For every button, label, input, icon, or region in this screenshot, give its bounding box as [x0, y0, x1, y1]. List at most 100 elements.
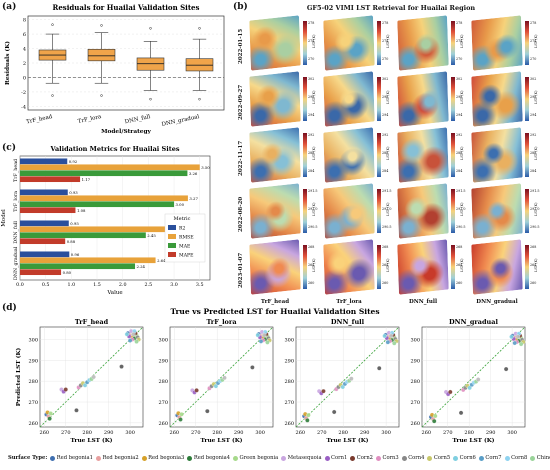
legend-marker [95, 455, 101, 461]
colorbar-tick-label: 268 [382, 245, 389, 249]
legend-swatch [168, 234, 176, 239]
outlier-point [100, 24, 103, 27]
metric-bar [20, 263, 136, 270]
scatter-point [91, 374, 96, 380]
bar-value-label: 3.26 [189, 171, 198, 176]
colorbar-tick-label: 284 [308, 169, 315, 173]
x-tick-label: 270 [317, 430, 327, 436]
scatter-point [448, 389, 453, 395]
colorbar-tick-label: 284 [530, 169, 537, 173]
scatter-point [512, 340, 517, 346]
scatter-point [385, 339, 391, 345]
colorbar-tick-label: 291.5 [456, 189, 466, 193]
x-axis-label: Value [106, 290, 122, 296]
legend-swatch [168, 252, 176, 257]
x-axis-label: True LST (K) [327, 437, 369, 444]
scatter-point [503, 366, 509, 372]
y-tick-label: TrF_lora [13, 191, 19, 212]
legend-marker [187, 455, 193, 461]
colorbar [451, 77, 455, 121]
scatter-point [306, 412, 311, 418]
x-axis-label: True LST (K) [453, 437, 495, 444]
lst-map-tile [471, 127, 523, 183]
lst-map-tile [249, 183, 301, 239]
colorbar-tick-label: 291.0 [456, 207, 466, 211]
colorbar-tick-label: 294 [456, 113, 463, 117]
colorbar-tick-label: 274 [308, 39, 315, 43]
colorbar-tick-label: 302 [456, 77, 463, 81]
box [87, 48, 116, 62]
metric-bar [20, 226, 170, 233]
colorbar-label: LST (K) [312, 146, 316, 160]
surface-type-legend-item: Red begonia3 [141, 455, 184, 461]
y-tick-label: 260 [28, 421, 38, 427]
colorbar-label: LST (K) [386, 146, 390, 160]
x-tick-label: 260 [422, 430, 432, 436]
colorbar-tick-label: 260 [382, 281, 389, 285]
y-tick-label: -4 [21, 104, 26, 110]
scatter-title: True vs Predicted LST for Huailai Valida… [170, 307, 379, 316]
x-tick-label: 270 [443, 430, 453, 436]
colorbar-tick-label: 274 [382, 39, 389, 43]
legend-label: Metasequoia [287, 455, 322, 461]
map-column-label: DNN_gradual [476, 299, 518, 305]
colorbar [377, 77, 381, 121]
colorbar-tick-label: 291.5 [308, 189, 318, 193]
colorbar-tick-label: 298 [308, 95, 315, 99]
scatter-point [213, 383, 219, 389]
x-tick-label: TrF_head [26, 114, 54, 125]
surface-type-legend-item: Red begonia4 [187, 455, 230, 461]
x-tick-label: 1.0 [68, 282, 76, 288]
x-tick-label: 260 [40, 430, 50, 436]
colorbar-label: LST (K) [534, 146, 538, 160]
scatter-point [305, 418, 310, 423]
metrics-bar-chart: Validation Metrics for Huailai Sites 0.0 0… [1, 145, 211, 296]
legend-label: Red begonia1 [56, 455, 93, 461]
scatter-point [119, 364, 124, 369]
metric-bar [20, 176, 81, 183]
x-tick-label: 280 [338, 430, 348, 436]
panel-a-label: (a) [2, 2, 17, 12]
colorbar-tick-label: 260 [308, 281, 315, 285]
legend-marker [324, 455, 330, 461]
legend-swatch [168, 225, 176, 230]
metric-bar [20, 251, 70, 258]
map-column-label: TrF_lora [336, 299, 362, 305]
chart-title: Validation Metrics for Huailai Sites [50, 145, 180, 153]
colorbar-label: LST (K) [534, 90, 538, 104]
y-tick-label: 260 [410, 421, 420, 427]
legend-title: Metric [174, 216, 191, 222]
lst-map-tile [323, 71, 375, 127]
colorbar-tick-label: 302 [530, 77, 537, 81]
colorbar-tick-label: 291.5 [382, 189, 392, 193]
scatter-point [74, 408, 79, 413]
legend-marker [401, 455, 407, 461]
metric-bar [20, 269, 62, 276]
lst-map-tile [249, 71, 301, 127]
scatter-point [131, 332, 136, 337]
map-row-date: 2023-01-07 [238, 252, 244, 288]
y-tick-label: 300 [28, 338, 38, 344]
colorbar-tick-label: 292 [382, 133, 389, 137]
x-tick-label: 290 [486, 430, 496, 436]
bar-value-label: 0.88 [67, 239, 76, 244]
panel-c-label: (c) [2, 143, 16, 153]
bar-value-label: 0.95 [70, 221, 79, 226]
metric-bar [20, 170, 188, 177]
colorbar-tick-label: 264 [308, 263, 315, 267]
y-tick-label: 290 [158, 358, 168, 364]
surface-type-legend-item: Corn6 [453, 455, 476, 461]
colorbar-tick-label: 292 [530, 133, 537, 137]
surface-type-legend-item: Corn5 [427, 455, 450, 461]
legend-marker [375, 455, 381, 461]
scatter-point [388, 333, 394, 339]
scatter-point [382, 333, 387, 339]
x-axis-label: True LST (K) [201, 437, 243, 444]
scatter-point [392, 341, 397, 346]
bar-value-label: 1.17 [82, 177, 91, 182]
subplot-title: DNN_gradual [449, 318, 498, 326]
outlier-point [51, 94, 54, 97]
scatter-point [47, 416, 52, 421]
y-tick-label: 4 [23, 47, 26, 53]
lst-map-tile [249, 239, 301, 295]
